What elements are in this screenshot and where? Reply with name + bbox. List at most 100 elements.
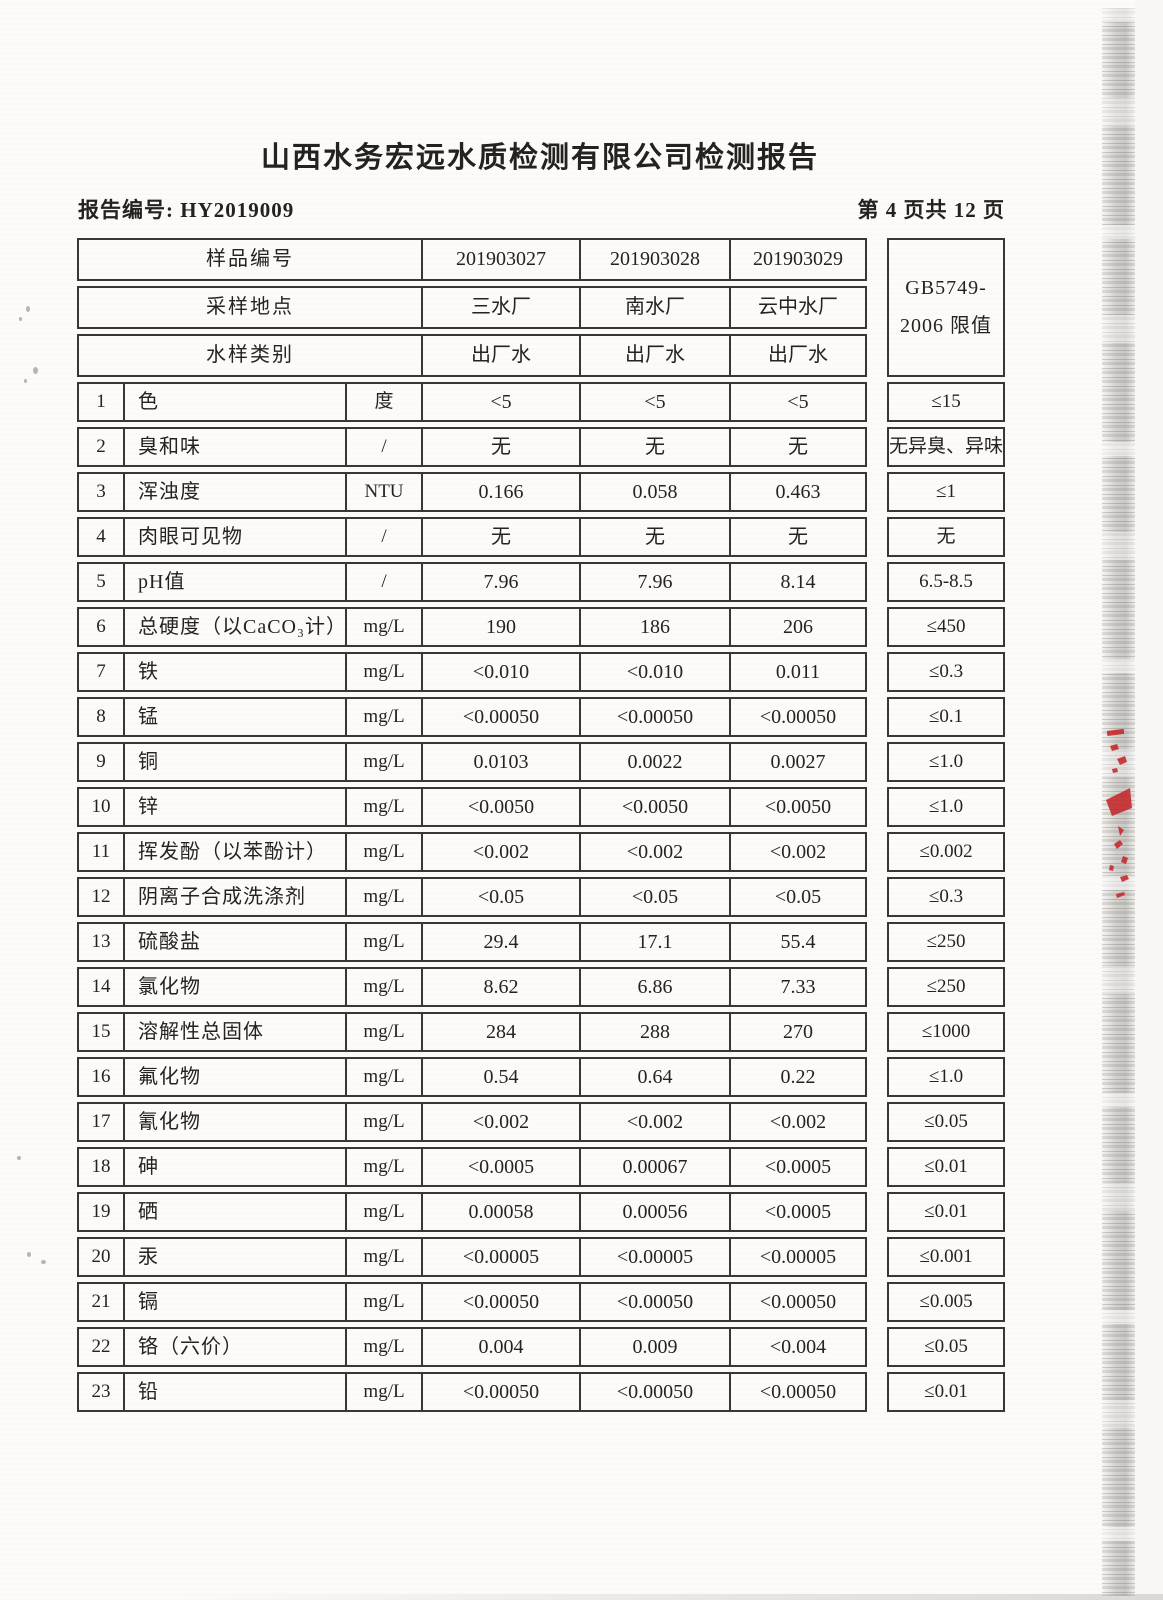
sample3-value: 270 xyxy=(731,1012,868,1052)
sample1-value: <0.00050 xyxy=(423,1282,582,1322)
parameter-unit: mg/L xyxy=(347,1372,424,1412)
limit-value: ≤0.05 xyxy=(887,1102,1006,1142)
table-row: 1 色 度 <5 <5 <5 ≤15 xyxy=(77,382,1006,422)
sample2-value: <5 xyxy=(581,382,732,422)
row-number: 15 xyxy=(77,1012,125,1052)
sample1-value: <0.00050 xyxy=(423,697,582,737)
sample1-value: 0.0103 xyxy=(423,742,582,782)
row-number: 9 xyxy=(77,742,125,782)
sample3-value: <0.0005 xyxy=(731,1147,868,1187)
limit-value: ≤0.002 xyxy=(887,832,1006,872)
parameter-unit: mg/L xyxy=(347,1147,424,1187)
parameter-unit: 度 xyxy=(347,382,424,422)
limit-value: ≤0.3 xyxy=(887,877,1006,917)
sample1-value: 无 xyxy=(423,427,582,467)
limit-value: ≤1.0 xyxy=(887,742,1006,782)
sample3-value: 0.463 xyxy=(731,472,868,512)
column-spacer xyxy=(867,1282,887,1322)
limit-value: 无异臭、异味 xyxy=(887,427,1006,467)
sample2-value: <0.002 xyxy=(581,1102,732,1142)
limit-value: ≤1000 xyxy=(887,1012,1006,1052)
sample3-value: <0.004 xyxy=(731,1327,868,1367)
parameter-name: 铬（六价） xyxy=(125,1327,347,1367)
column-spacer xyxy=(867,1057,887,1097)
parameter-name: 总硬度（以CaCO₃计） xyxy=(125,607,347,647)
scan-edge-strip xyxy=(1102,8,1135,1596)
header-label-sample-id: 样品编号 xyxy=(77,238,424,281)
row-number: 5 xyxy=(77,562,125,602)
sample3-value: <0.0050 xyxy=(731,787,868,827)
sample2-value: <0.00050 xyxy=(581,1372,732,1412)
parameter-unit: mg/L xyxy=(347,652,424,692)
limit-value: ≤0.001 xyxy=(887,1237,1006,1277)
sample1-value: 0.004 xyxy=(423,1327,582,1367)
sample2-value: 无 xyxy=(581,427,732,467)
sample3-value: 无 xyxy=(731,517,868,557)
parameter-name: 挥发酚（以苯酚计） xyxy=(125,832,347,872)
sample3-value: 0.22 xyxy=(731,1057,868,1097)
limit-header-line1: GB5749- xyxy=(905,277,987,299)
sample2-value: <0.05 xyxy=(581,877,732,917)
table-row: 11 挥发酚（以苯酚计） mg/L <0.002 <0.002 <0.002 ≤… xyxy=(77,832,1006,872)
parameter-name: 铜 xyxy=(125,742,347,782)
sample1-value: <0.0005 xyxy=(423,1147,582,1187)
column-spacer xyxy=(867,1237,887,1277)
table-row: 16 氟化物 mg/L 0.54 0.64 0.22 ≤1.0 xyxy=(77,1057,1006,1097)
page-indicator: 第 4 页共 12 页 xyxy=(857,198,1005,222)
table-row: 13 硫酸盐 mg/L 29.4 17.1 55.4 ≤250 xyxy=(77,922,1006,962)
column-spacer xyxy=(867,742,887,782)
column-spacer xyxy=(867,1327,887,1367)
column-spacer xyxy=(867,652,887,692)
row-number: 22 xyxy=(77,1327,125,1367)
row-number: 10 xyxy=(77,787,125,827)
sample2-value: 186 xyxy=(581,607,732,647)
sample2-value: 0.009 xyxy=(581,1327,732,1367)
sample3-value: <0.00050 xyxy=(731,697,868,737)
table-row: 21 镉 mg/L <0.00050 <0.00050 <0.00050 ≤0.… xyxy=(77,1282,1006,1322)
table-row: 10 锌 mg/L <0.0050 <0.0050 <0.0050 ≤1.0 xyxy=(77,787,1006,827)
sample1-value: <0.010 xyxy=(423,652,582,692)
column-spacer xyxy=(867,238,887,281)
sample3-value: 0.011 xyxy=(731,652,868,692)
parameter-name: 汞 xyxy=(125,1237,347,1277)
sample1-value: <0.05 xyxy=(423,877,582,917)
parameter-name: 氯化物 xyxy=(125,967,347,1007)
column-spacer xyxy=(867,1372,887,1412)
table-row: 5 pH值 / 7.96 7.96 8.14 6.5-8.5 xyxy=(77,562,1006,602)
column-spacer xyxy=(867,877,887,917)
column-spacer xyxy=(867,787,887,827)
table-row: 8 锰 mg/L <0.00050 <0.00050 <0.00050 ≤0.1 xyxy=(77,697,1006,737)
column-spacer xyxy=(867,334,887,377)
row-number: 8 xyxy=(77,697,125,737)
table-row: 15 溶解性总固体 mg/L 284 288 270 ≤1000 xyxy=(77,1012,1006,1052)
row-number: 1 xyxy=(77,382,125,422)
limit-value: ≤0.1 xyxy=(887,697,1006,737)
limit-value: ≤0.05 xyxy=(887,1327,1006,1367)
sample3-value: <0.00005 xyxy=(731,1237,868,1277)
row-number: 14 xyxy=(77,967,125,1007)
sample1-value: <0.00005 xyxy=(423,1237,582,1277)
sample3-value: <0.002 xyxy=(731,832,868,872)
sample1-value: <0.0050 xyxy=(423,787,582,827)
parameter-name: 色 xyxy=(125,382,347,422)
scan-speck xyxy=(24,379,27,383)
sample1-value: <0.002 xyxy=(423,832,582,872)
header-label-sample-type: 水样类别 xyxy=(77,334,424,377)
row-number: 4 xyxy=(77,517,125,557)
parameter-name: 锰 xyxy=(125,697,347,737)
limit-value: ≤250 xyxy=(887,922,1006,962)
parameter-name: 锌 xyxy=(125,787,347,827)
header-row-sample-type: 水样类别 出厂水 出厂水 出厂水 xyxy=(77,334,1005,377)
row-number: 12 xyxy=(77,877,125,917)
sample3-location: 云中水厂 xyxy=(731,286,868,329)
sample1-value: 190 xyxy=(423,607,582,647)
limit-value: ≤0.01 xyxy=(887,1147,1006,1187)
scan-speck xyxy=(27,1252,31,1257)
sample3-value: <0.00050 xyxy=(731,1282,868,1322)
parameter-unit: mg/L xyxy=(347,1237,424,1277)
sample1-value: 8.62 xyxy=(423,967,582,1007)
limit-value: ≤15 xyxy=(887,382,1006,422)
column-spacer xyxy=(867,382,887,422)
table-row: 17 氰化物 mg/L <0.002 <0.002 <0.002 ≤0.05 xyxy=(77,1102,1006,1142)
